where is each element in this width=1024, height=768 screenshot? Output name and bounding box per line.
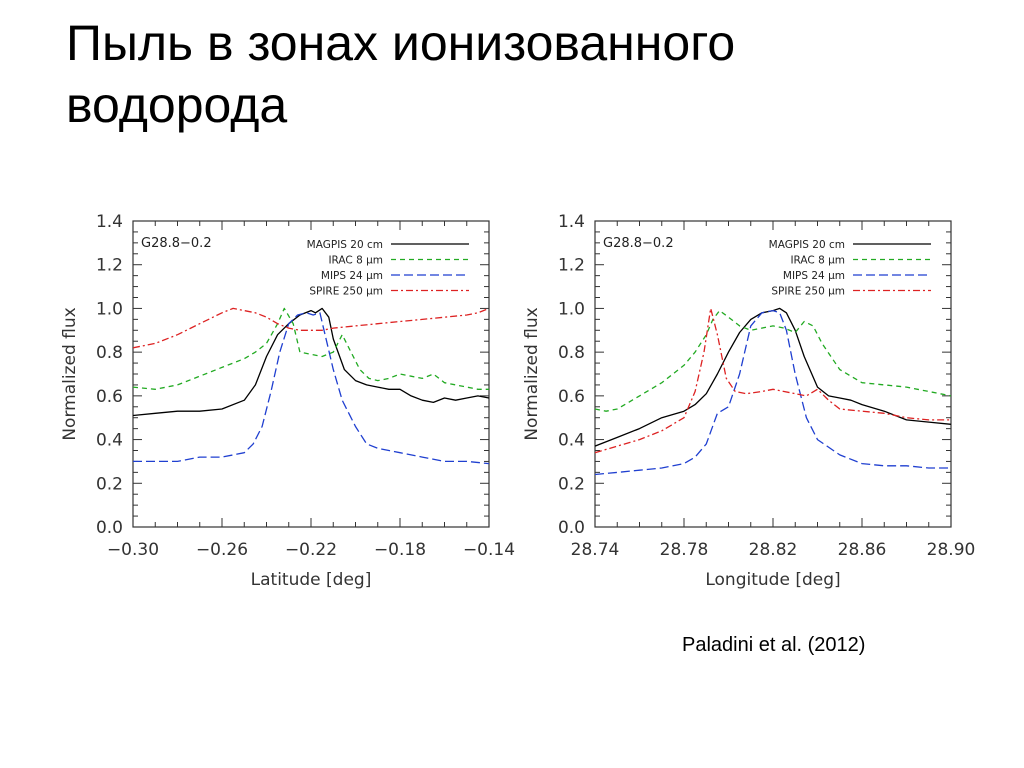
series-line-magpis [133, 307, 489, 417]
x-tick-label: 28.90 [927, 540, 976, 560]
y-tick-label: 1.0 [96, 299, 123, 319]
latitude-profile-chart: 0.0 0.2 0.4 0.6 0.8 1.0 1.2 1.4 −0.30 −0.26 −0.22 −… [58, 205, 518, 610]
series-line-mips [595, 309, 951, 476]
y-tick-label: 1.2 [558, 256, 585, 276]
slide-title: Пыль в зонах ионизованного водорода [66, 15, 736, 133]
x-tick-label: −0.26 [196, 540, 248, 560]
citation: Paladini et al. (2012) [682, 634, 866, 656]
panel-label: G28.8−0.2 [603, 236, 674, 251]
x-tick-label: 28.78 [660, 540, 709, 560]
y-axis-label: Normalized flux [60, 307, 80, 440]
series-line-mips [133, 312, 489, 465]
x-tick-label: 28.74 [571, 540, 620, 560]
panel-label: G28.8−0.2 [141, 236, 212, 251]
x-tick-label: −0.14 [463, 540, 515, 560]
longitude-profile-svg: 0.0 0.2 0.4 0.6 0.8 1.0 1.2 1.4 28.74 28.78 28.82 2… [522, 212, 976, 590]
y-tick-label: 0.4 [558, 431, 585, 451]
y-tick-label: 1.4 [558, 212, 585, 232]
series-line-irac [595, 309, 951, 412]
y-tick-label: 1.0 [558, 299, 585, 319]
legend-entry-label: IRAC 8 μm [328, 255, 383, 267]
y-tick-label: 0.8 [558, 343, 585, 363]
y-tick-label: 0.2 [96, 474, 123, 494]
y-tick-label: 1.4 [96, 212, 123, 232]
series-line-irac [133, 307, 489, 390]
y-tick-label: 0.4 [96, 431, 123, 451]
x-tick-label: −0.22 [285, 540, 337, 560]
legend-entry-label: MAGPIS 20 cm [769, 239, 845, 251]
series-line-spire [595, 307, 951, 454]
legend-entry-label: SPIRE 250 μm [771, 286, 845, 298]
latitude-profile-svg: 0.0 0.2 0.4 0.6 0.8 1.0 1.2 1.4 −0.30 −0.26 −0.22 −… [60, 212, 515, 590]
legend-entry-label: MIPS 24 μm [783, 270, 845, 282]
x-axis-label: Latitude [deg] [251, 570, 372, 590]
x-tick-label: 28.82 [749, 540, 798, 560]
y-tick-label: 1.2 [96, 256, 123, 276]
y-tick-label: 0.8 [96, 343, 123, 363]
y-tick-label: 0.6 [96, 387, 123, 407]
legend-entry-label: MAGPIS 20 cm [307, 239, 383, 251]
x-tick-label: −0.18 [374, 540, 426, 560]
plot-frame [132, 220, 490, 528]
y-tick-label: 0.0 [96, 518, 123, 538]
x-axis-label: Longitude [deg] [705, 570, 840, 590]
y-axis-label: Normalized flux [522, 307, 542, 440]
series-line-magpis [595, 307, 951, 447]
plot-frame [594, 220, 952, 528]
x-tick-label: 28.86 [838, 540, 887, 560]
y-tick-label: 0.6 [558, 387, 585, 407]
longitude-profile-chart: 0.0 0.2 0.4 0.6 0.8 1.0 1.2 1.4 28.74 28.78 28.82 2… [520, 205, 980, 610]
y-tick-label: 0.2 [558, 474, 585, 494]
y-tick-label: 0.0 [558, 518, 585, 538]
x-tick-label: −0.30 [107, 540, 159, 560]
legend-entry-label: IRAC 8 μm [790, 255, 845, 267]
legend-entry-label: SPIRE 250 μm [309, 286, 383, 298]
legend-entry-label: MIPS 24 μm [321, 270, 383, 282]
